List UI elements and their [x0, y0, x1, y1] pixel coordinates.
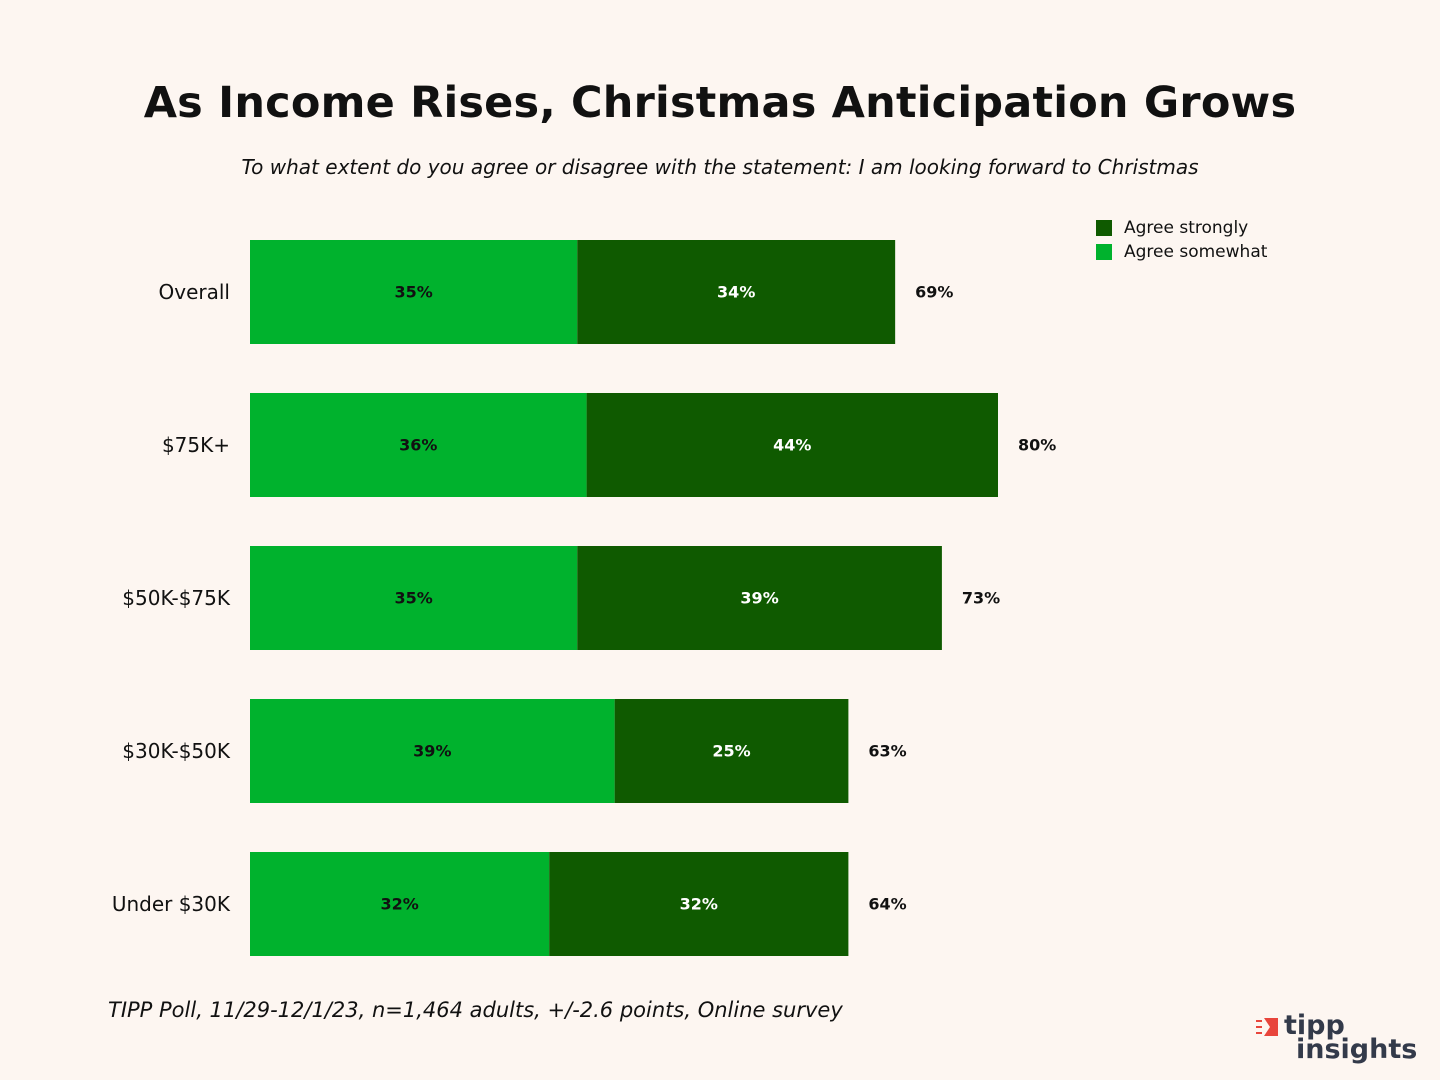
total-label-50k-75k: 73%	[962, 589, 1000, 608]
legend-swatch-agree-strongly	[1096, 220, 1112, 236]
logo-text-tipp: tipp	[1284, 1010, 1345, 1041]
category-label-under-30k: Under $30K	[112, 892, 231, 916]
category-label-75k: $75K+	[162, 433, 230, 457]
data-label-agree-somewhat-50k-75k: 35%	[394, 589, 432, 608]
data-label-agree-strongly-75k: 44%	[773, 436, 811, 455]
total-label-overall: 69%	[915, 283, 953, 302]
bar-agree-strongly-30k-50k	[614, 699, 849, 803]
legend-item-agree-somewhat: Agree somewhat	[1096, 240, 1267, 264]
logo-text-insights: insights	[1296, 1034, 1418, 1065]
category-label-50k-75k: $50K-$75K	[122, 586, 231, 610]
category-label-30k-50k: $30K-$50K	[122, 739, 231, 763]
data-label-agree-strongly-overall: 34%	[717, 283, 755, 302]
bar-agree-strongly-overall	[577, 240, 896, 344]
bar-agree-strongly-50k-75k	[577, 546, 942, 650]
chart-title: As Income Rises, Christmas Anticipation …	[143, 78, 1297, 128]
bar-agree-somewhat-50k-75k	[250, 546, 578, 650]
chart-subtitle: To what extent do you agree or disagree …	[241, 155, 1199, 179]
category-label-overall: Overall	[159, 280, 230, 304]
bar-agree-strongly-under-30k	[549, 852, 849, 956]
data-label-agree-somewhat-overall: 35%	[394, 283, 432, 302]
total-label-75k: 80%	[1018, 436, 1056, 455]
source-footnote: TIPP Poll, 11/29-12/1/23, n=1,464 adults…	[108, 998, 843, 1022]
bar-agree-somewhat-75k	[250, 393, 587, 497]
bar-agree-somewhat-overall	[250, 240, 578, 344]
legend: Agree strongly Agree somewhat	[1096, 216, 1267, 264]
legend-swatch-agree-somewhat	[1096, 244, 1112, 260]
total-label-under-30k: 64%	[868, 895, 906, 914]
data-label-agree-somewhat-30k-50k: 39%	[413, 742, 451, 761]
tipp-insights-logo: tipp insights	[1254, 1010, 1418, 1068]
total-label-30k-50k: 63%	[868, 742, 906, 761]
data-label-agree-somewhat-under-30k: 32%	[380, 895, 418, 914]
data-label-agree-strongly-50k-75k: 39%	[740, 589, 778, 608]
bar-agree-somewhat-30k-50k	[250, 699, 615, 803]
logo-arrow-icon	[1256, 1018, 1278, 1036]
bar-agree-somewhat-under-30k	[250, 852, 550, 956]
legend-label-agree-somewhat: Agree somewhat	[1124, 242, 1268, 262]
legend-item-agree-strongly: Agree strongly	[1096, 216, 1267, 240]
bar-agree-strongly-75k	[586, 393, 998, 497]
legend-label-agree-strongly: Agree strongly	[1124, 218, 1249, 238]
data-label-agree-strongly-under-30k: 32%	[680, 895, 718, 914]
data-label-agree-somewhat-75k: 36%	[399, 436, 437, 455]
data-label-agree-strongly-30k-50k: 25%	[712, 742, 750, 761]
